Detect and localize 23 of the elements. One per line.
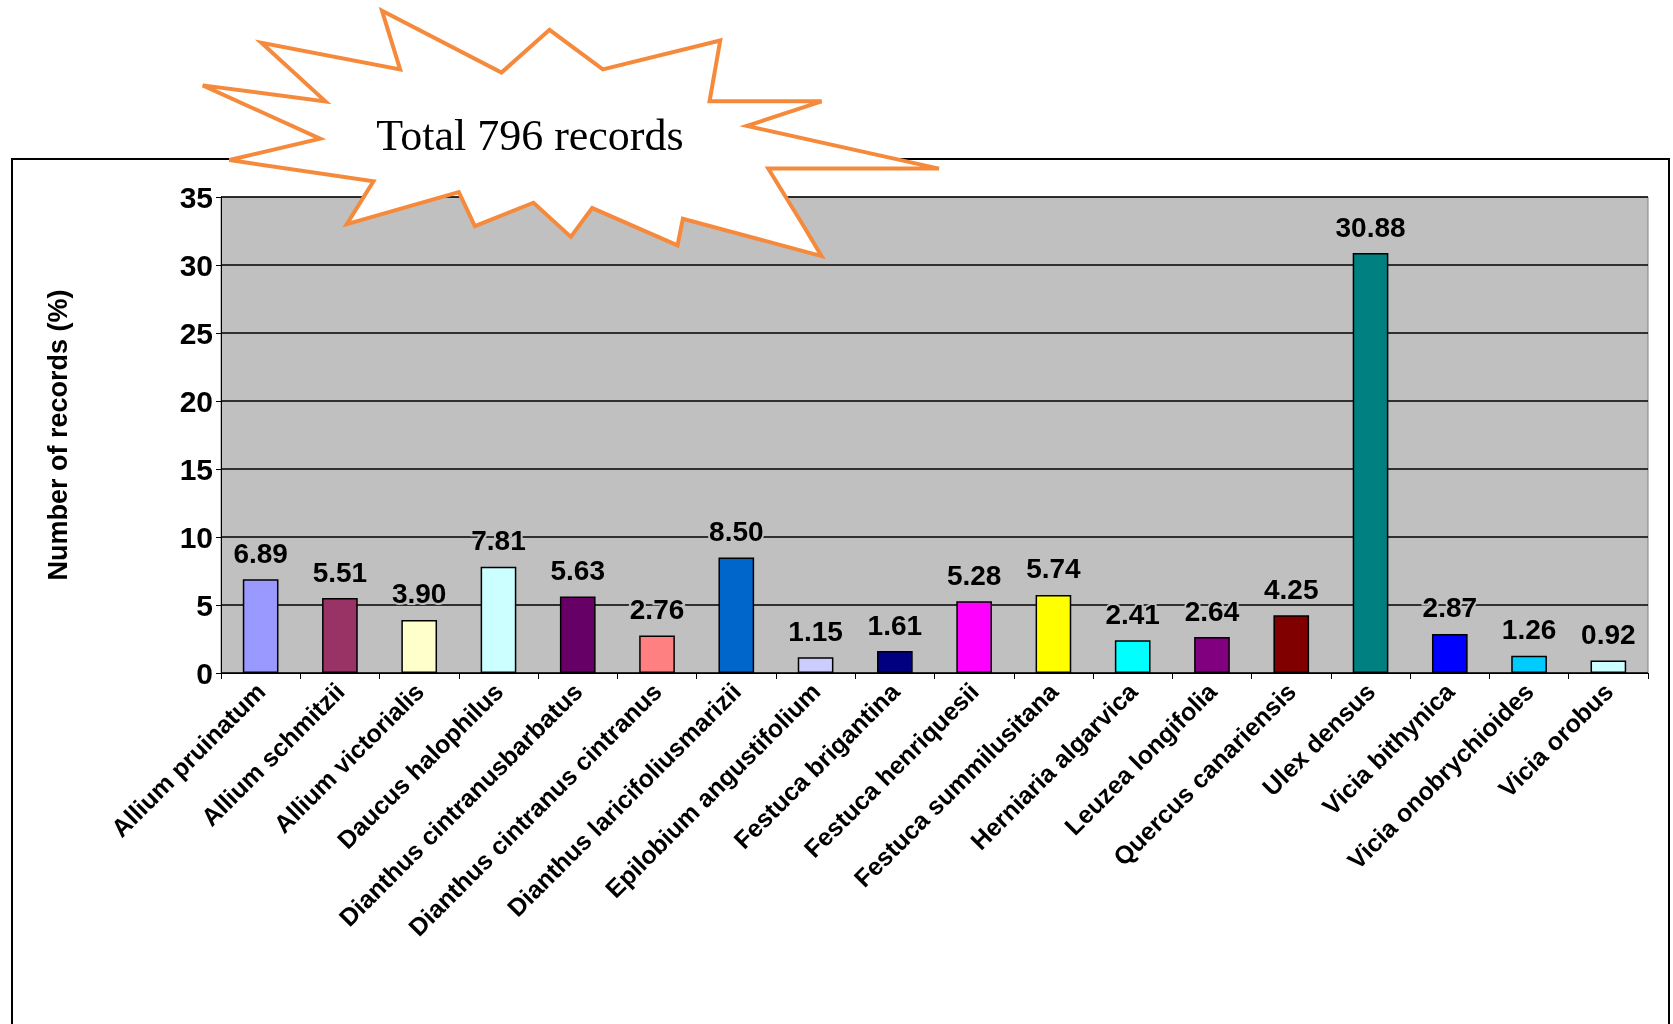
data-label: 5.51 xyxy=(312,556,368,588)
y-tick-label: 5 xyxy=(196,588,213,622)
data-label: 1.26 xyxy=(1501,614,1557,646)
data-label: 6.89 xyxy=(233,537,288,569)
data-label: 0.92 xyxy=(1581,618,1636,650)
data-label: 2.41 xyxy=(1105,598,1160,630)
y-tick-label: 0 xyxy=(196,656,213,690)
data-label: 5.28 xyxy=(946,559,1002,591)
y-tick-label: 10 xyxy=(179,520,213,554)
text: Total 796 records xyxy=(376,111,684,160)
y-tick-label: 35 xyxy=(179,180,213,214)
data-label: 5.63 xyxy=(550,554,605,586)
data-label: 4.25 xyxy=(1264,573,1319,605)
data-label: 1.15 xyxy=(788,615,843,647)
y-axis-title: Number of records (%) xyxy=(42,289,73,581)
y-tick-label: 15 xyxy=(179,452,213,486)
data-label: 30.88 xyxy=(1335,211,1406,243)
data-label: 5.74 xyxy=(1026,553,1082,585)
y-tick-label: 20 xyxy=(179,384,213,418)
y-tick-label: 30 xyxy=(179,248,213,282)
data-label: 1.61 xyxy=(867,609,923,641)
data-label: 3.90 xyxy=(391,578,447,610)
y-tick-label: 25 xyxy=(179,316,213,350)
